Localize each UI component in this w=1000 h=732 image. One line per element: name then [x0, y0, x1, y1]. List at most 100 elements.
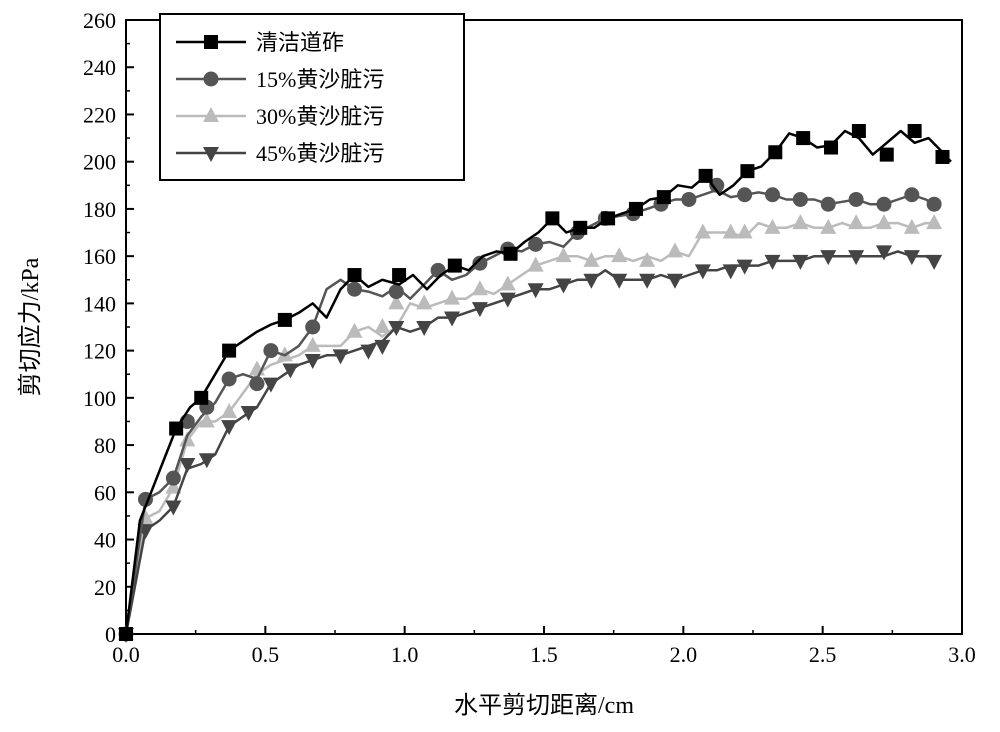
data-point-square [879, 147, 894, 162]
data-point-triangle-up [926, 214, 943, 230]
data-point-triangle-down [555, 278, 572, 294]
data-point-square [851, 123, 866, 138]
data-point-circle [904, 187, 920, 203]
data-point-triangle-down [583, 273, 600, 289]
legend-item: 清洁道砟 [176, 30, 344, 55]
data-point-triangle-up [820, 218, 837, 234]
data-point-triangle-up [666, 242, 683, 258]
data-point-square [347, 268, 362, 283]
y-tick-label: 20 [94, 575, 116, 600]
data-point-circle [848, 191, 864, 207]
data-point-triangle-up [639, 251, 656, 267]
data-point-triangle-up [388, 294, 405, 310]
data-point-circle [305, 319, 321, 335]
data-point-square [824, 140, 839, 155]
legend-label: 45%黄沙脏污 [256, 141, 384, 166]
y-tick-label: 80 [94, 433, 116, 458]
data-point-circle [926, 196, 942, 212]
data-point-triangle-up [903, 218, 920, 234]
data-point-triangle-down [471, 302, 488, 318]
data-point-circle [203, 71, 219, 87]
data-point-triangle-down [388, 321, 405, 336]
data-point-square [573, 220, 588, 235]
data-point-circle [792, 191, 808, 207]
data-point-square [392, 268, 407, 283]
data-point-triangle-up [165, 478, 182, 494]
y-axis: 0 20 40 60 80 100 120 140 160 180 200 220 240 260 [83, 8, 134, 647]
data-point-triangle-down [926, 254, 943, 270]
data-point-triangle-down [444, 311, 461, 327]
data-point-triangle-up [203, 107, 219, 122]
data-point-square [119, 627, 133, 641]
data-point-triangle-up [875, 214, 892, 230]
data-point-triangle-down [360, 344, 377, 360]
data-point-triangle-down [527, 283, 544, 299]
legend-item: 15%黄沙脏污 [176, 67, 384, 92]
data-point-square [169, 421, 184, 436]
y-tick-label: 40 [94, 528, 116, 553]
data-point-triangle-down [666, 273, 683, 289]
data-point-circle [528, 236, 544, 252]
data-point-triangle-up [792, 214, 809, 230]
legend: 清洁道砟 15%黄沙脏污 30%黄沙脏污 45%黄沙脏污 [159, 13, 465, 181]
data-point-circle [737, 187, 753, 203]
data-point-square [740, 164, 755, 179]
y-tick-label: 240 [83, 55, 116, 80]
data-point-triangle-down [332, 349, 349, 365]
series-layer [118, 123, 952, 643]
data-point-square [277, 312, 292, 327]
x-tick-label: 3.0 [948, 642, 976, 667]
data-point-triangle-down [903, 250, 920, 266]
y-tick-label: 140 [83, 291, 116, 316]
data-point-circle [430, 262, 446, 278]
data-point-square [222, 343, 237, 358]
data-point-circle [681, 191, 697, 207]
data-point-square [601, 211, 616, 226]
legend-label: 15%黄沙脏污 [256, 67, 384, 92]
y-tick-label: 160 [83, 244, 116, 269]
data-point-circle [876, 196, 892, 212]
data-point-triangle-down [203, 147, 219, 162]
data-point-triangle-up [444, 289, 461, 305]
y-tick-label: 100 [83, 386, 116, 411]
data-point-triangle-up [374, 318, 391, 333]
data-point-circle [820, 196, 836, 212]
data-point-square [204, 35, 218, 49]
y-tick-label: 60 [94, 480, 116, 505]
x-tick-label: 0.0 [112, 642, 140, 667]
data-point-triangle-down [165, 500, 182, 516]
legend-label: 清洁道砟 [256, 30, 344, 55]
data-point-square [796, 131, 811, 146]
data-point-square [935, 149, 950, 164]
legend-item: 30%黄沙脏污 [176, 104, 384, 129]
data-point-triangle-up [416, 294, 433, 310]
x-tick-label: 0.5 [252, 642, 280, 667]
data-point-triangle-down [792, 254, 809, 270]
y-tick-label: 180 [83, 197, 116, 222]
y-tick-label: 200 [83, 150, 116, 175]
data-point-square [628, 201, 643, 216]
series-1 [119, 123, 952, 641]
data-point-triangle-up [694, 223, 711, 239]
legend-label: 30%黄沙脏污 [256, 104, 384, 129]
data-point-triangle-up [471, 280, 488, 296]
data-point-circle [249, 376, 265, 392]
data-point-circle [765, 187, 781, 203]
data-point-triangle-down [198, 453, 215, 469]
data-point-triangle-down [820, 250, 837, 266]
data-point-triangle-up [736, 223, 753, 239]
data-point-triangle-up [346, 322, 363, 338]
series-4 [118, 245, 943, 643]
data-point-triangle-down [736, 259, 753, 275]
y-tick-label: 220 [83, 102, 116, 127]
series-3 [118, 214, 943, 640]
data-point-triangle-up [583, 251, 600, 267]
data-point-triangle-up [527, 256, 544, 272]
data-point-triangle-down [416, 321, 433, 336]
data-point-triangle-down [179, 457, 196, 473]
data-point-triangle-up [555, 247, 572, 263]
y-tick-label: 0 [105, 622, 116, 647]
data-point-triangle-down [499, 292, 516, 308]
data-point-triangle-up [221, 403, 238, 419]
